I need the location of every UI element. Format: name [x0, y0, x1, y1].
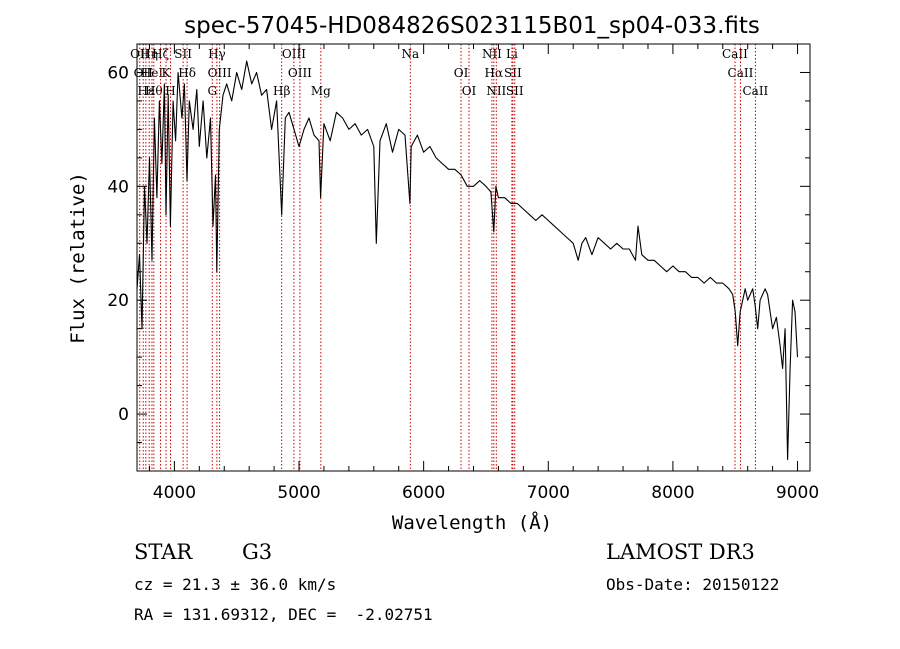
line-marker-label: CaII	[728, 66, 754, 80]
redshift-value: cz = 21.3 ± 36.0 km/s	[134, 575, 337, 594]
plot-frame	[136, 43, 811, 472]
y-tick-label: 60	[107, 63, 129, 83]
survey-name: LAMOST DR3	[606, 540, 755, 564]
line-marker-label: Hδ	[178, 66, 196, 80]
line-marker-label: Hγ	[208, 47, 226, 61]
x-tick-label: 6000	[402, 483, 445, 503]
line-marker-label: OIII	[208, 66, 232, 80]
x-tick-label: 7000	[527, 483, 570, 503]
line-marker-label: Hη	[140, 47, 158, 61]
line-marker-label: SII	[504, 66, 522, 80]
spectrum-line	[136, 60, 799, 461]
x-tick-label: 5000	[277, 483, 320, 503]
line-marker-label: SII	[506, 84, 524, 98]
line-marker-label: K	[162, 66, 172, 80]
line-marker-label: Mg	[311, 84, 331, 98]
x-tick-label: 8000	[651, 483, 694, 503]
y-tick-label: 40	[107, 177, 129, 197]
line-marker-label: Hα	[485, 66, 504, 80]
line-marker-label: Hθ	[145, 84, 163, 98]
line-marker-label: Na	[401, 47, 419, 61]
x-tick-label: 4000	[153, 483, 196, 503]
plot-area: OII OII Hε Hη HeI Hθ Hζ KH SII Hδ G Hγ OIII Hβ OIII OII…	[107, 43, 819, 503]
line-marker-label: NII	[486, 84, 506, 98]
line-marker-label: NII	[482, 47, 502, 61]
x-axis-label: Wavelength (Å)	[392, 511, 552, 534]
y-axis-label: Flux (relative)	[67, 172, 89, 344]
line-marker-label: Hβ	[273, 84, 290, 98]
line-marker-label: CaII	[742, 84, 768, 98]
line-marker-label: OIII	[288, 66, 312, 80]
line-marker-label: Hζ	[152, 47, 169, 61]
object-class: STAR	[134, 540, 193, 564]
chart-title: spec-57045-HD084826S023115B01_sp04-033.f…	[184, 13, 760, 39]
spectral-subclass: G3	[242, 540, 273, 564]
line-marker-label: Hε	[138, 84, 155, 98]
line-marker-label: OII	[130, 47, 150, 61]
line-marker-label: SII	[174, 47, 192, 61]
line-marker-label: OIII	[282, 47, 306, 61]
coordinates: RA = 131.69312, DEC = -2.02751	[134, 605, 433, 624]
line-marker-label: G	[207, 84, 217, 98]
observation-date: Obs-Date: 20150122	[606, 575, 780, 594]
line-marker-label: OII	[134, 66, 154, 80]
line-marker-label: H	[165, 84, 175, 98]
line-marker-label: HeI	[141, 66, 164, 80]
x-tick-label: 9000	[776, 483, 819, 503]
y-tick-label: 20	[107, 291, 129, 311]
line-marker-label: CaII	[722, 47, 748, 61]
y-tick-label: 0	[118, 405, 129, 425]
line-marker-label: Li	[506, 47, 518, 61]
line-marker-label: OI	[454, 66, 469, 80]
line-marker-label: OI	[462, 84, 477, 98]
